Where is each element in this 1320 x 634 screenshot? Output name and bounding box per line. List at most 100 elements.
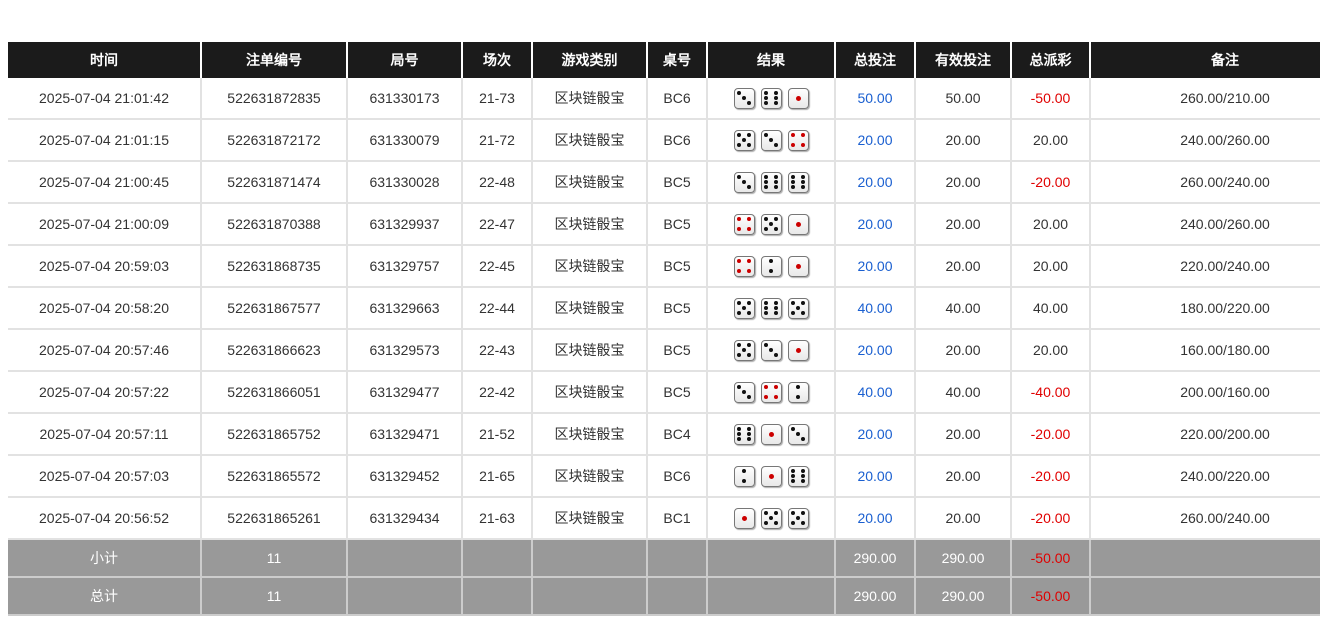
header-payout: 总派彩 <box>1011 42 1091 78</box>
game-type-cell: 区块链骰宝 <box>532 497 648 540</box>
game-type-cell: 区块链骰宝 <box>532 245 648 288</box>
table-row: 2025-07-04 20:58:20 522631867577 631329663… <box>8 287 1320 330</box>
session-cell: 21-65 <box>462 455 533 498</box>
die-6-icon <box>733 423 755 445</box>
empty-cell <box>532 539 648 578</box>
note-cell: 200.00/160.00 <box>1090 371 1320 414</box>
result-cell <box>707 203 836 246</box>
empty-cell <box>347 577 463 616</box>
die-6-icon <box>787 171 809 193</box>
game-type-cell: 区块链骰宝 <box>532 203 648 246</box>
note-cell: 240.00/260.00 <box>1090 119 1320 162</box>
round-cell: 631330173 <box>347 78 463 120</box>
valid-bet-cell: 20.00 <box>915 203 1012 246</box>
die-4-icon <box>760 381 782 403</box>
session-cell: 22-48 <box>462 161 533 204</box>
note-cell: 260.00/240.00 <box>1090 497 1320 540</box>
total-valid-bet: 290.00 <box>915 577 1012 616</box>
header-time: 时间 <box>8 42 202 78</box>
bet-id-cell: 522631865261 <box>201 497 348 540</box>
bet-id-cell: 522631872172 <box>201 119 348 162</box>
table-no-cell: BC4 <box>647 413 708 456</box>
die-3-icon <box>733 87 755 109</box>
table-row: 2025-07-04 21:00:45 522631871474 631330028… <box>8 161 1320 204</box>
table-row: 2025-07-04 20:57:03 522631865572 631329452… <box>8 455 1320 498</box>
payout-cell: -50.00 <box>1011 78 1091 120</box>
die-6-icon <box>787 465 809 487</box>
note-cell: 220.00/240.00 <box>1090 245 1320 288</box>
table-no-cell: BC6 <box>647 78 708 120</box>
bet-id-cell: 522631866051 <box>201 371 348 414</box>
session-cell: 21-52 <box>462 413 533 456</box>
result-cell <box>707 413 836 456</box>
die-5-icon <box>733 339 755 361</box>
table-header: 时间 注单编号 局号 场次 游戏类别 桌号 结果 总投注 有效投注 总派彩 备注 <box>8 42 1320 78</box>
time-cell: 2025-07-04 20:57:11 <box>8 413 202 456</box>
empty-cell <box>707 539 836 578</box>
session-cell: 21-73 <box>462 78 533 120</box>
time-cell: 2025-07-04 20:56:52 <box>8 497 202 540</box>
empty-cell <box>462 539 533 578</box>
die-2-icon <box>760 255 782 277</box>
empty-cell <box>347 539 463 578</box>
time-cell: 2025-07-04 20:59:03 <box>8 245 202 288</box>
round-cell: 631329757 <box>347 245 463 288</box>
payout-cell: -20.00 <box>1011 455 1091 498</box>
total-bet-cell: 20.00 <box>835 119 916 162</box>
table-row: 2025-07-04 20:56:52 522631865261 631329434… <box>8 497 1320 540</box>
table-row: 2025-07-04 21:01:42 522631872835 631330173… <box>8 78 1320 120</box>
bet-id-cell: 522631872835 <box>201 78 348 120</box>
table-row: 2025-07-04 20:57:22 522631866051 631329477… <box>8 371 1320 414</box>
result-cell <box>707 371 836 414</box>
payout-cell: -20.00 <box>1011 497 1091 540</box>
die-3-icon <box>760 129 782 151</box>
die-4-icon <box>733 213 755 235</box>
game-type-cell: 区块链骰宝 <box>532 78 648 120</box>
round-cell: 631329434 <box>347 497 463 540</box>
total-label: 总计 <box>8 577 202 616</box>
payout-cell: 40.00 <box>1011 287 1091 330</box>
result-cell <box>707 287 836 330</box>
valid-bet-cell: 20.00 <box>915 119 1012 162</box>
valid-bet-cell: 20.00 <box>915 497 1012 540</box>
note-cell: 180.00/220.00 <box>1090 287 1320 330</box>
payout-cell: -20.00 <box>1011 413 1091 456</box>
session-cell: 22-43 <box>462 329 533 372</box>
table-no-cell: BC1 <box>647 497 708 540</box>
game-type-cell: 区块链骰宝 <box>532 161 648 204</box>
total-payout: -50.00 <box>1011 577 1091 616</box>
subtotal-count: 11 <box>201 539 348 578</box>
die-5-icon <box>733 297 755 319</box>
round-cell: 631329471 <box>347 413 463 456</box>
empty-cell <box>462 577 533 616</box>
round-cell: 631329663 <box>347 287 463 330</box>
header-table-no: 桌号 <box>647 42 708 78</box>
bet-id-cell: 522631866623 <box>201 329 348 372</box>
die-6-icon <box>760 171 782 193</box>
valid-bet-cell: 20.00 <box>915 455 1012 498</box>
table-row: 2025-07-04 20:59:03 522631868735 631329757… <box>8 245 1320 288</box>
die-4-icon <box>733 255 755 277</box>
time-cell: 2025-07-04 21:00:09 <box>8 203 202 246</box>
round-cell: 631329937 <box>347 203 463 246</box>
session-cell: 22-44 <box>462 287 533 330</box>
total-bet-cell: 20.00 <box>835 413 916 456</box>
session-cell: 22-45 <box>462 245 533 288</box>
bet-id-cell: 522631865572 <box>201 455 348 498</box>
time-cell: 2025-07-04 21:01:15 <box>8 119 202 162</box>
result-cell <box>707 455 836 498</box>
die-1-icon <box>787 339 809 361</box>
result-cell <box>707 245 836 288</box>
die-3-icon <box>787 423 809 445</box>
die-5-icon <box>760 507 782 529</box>
valid-bet-cell: 40.00 <box>915 371 1012 414</box>
round-cell: 631329452 <box>347 455 463 498</box>
header-session: 场次 <box>462 42 533 78</box>
bet-id-cell: 522631868735 <box>201 245 348 288</box>
header-bet-id: 注单编号 <box>201 42 348 78</box>
table-no-cell: BC6 <box>647 455 708 498</box>
game-type-cell: 区块链骰宝 <box>532 119 648 162</box>
die-1-icon <box>787 255 809 277</box>
empty-cell <box>707 577 836 616</box>
game-type-cell: 区块链骰宝 <box>532 455 648 498</box>
